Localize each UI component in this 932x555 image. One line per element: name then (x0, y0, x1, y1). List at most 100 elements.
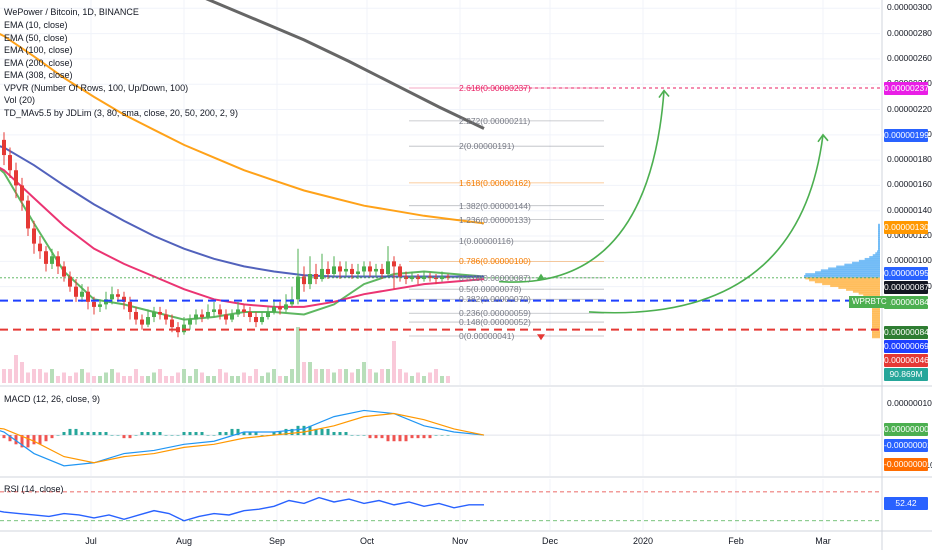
time-axis-tick: Nov (451, 536, 469, 546)
candle-body (230, 314, 234, 320)
candle-body (260, 317, 264, 323)
macd-histogram-bar (116, 435, 120, 436)
price-axis-tick: 0.00000160 (887, 179, 932, 190)
candle-body (392, 261, 396, 267)
vpvr-bar (877, 250, 880, 253)
volume-bar (188, 376, 192, 383)
candle-body (128, 301, 132, 312)
volume-bar (152, 372, 156, 383)
vpvr-bar (878, 242, 880, 246)
candle-body (248, 311, 252, 318)
vpvr-bar (815, 271, 880, 274)
macd-histogram-bar (212, 435, 216, 436)
projection-arrowhead (658, 89, 670, 98)
macd-histogram-bar (152, 432, 156, 436)
macd-value-badge: 0.00000000 (884, 423, 929, 437)
candle-body (146, 317, 150, 325)
macd-histogram-bar (290, 428, 294, 436)
macd-histogram-bar (332, 432, 336, 436)
macd-histogram-bar (170, 435, 174, 436)
vpvr-bar (875, 252, 880, 255)
price-badge: 0.00000199 (884, 129, 929, 142)
candle-body (194, 314, 198, 320)
vpvr-bar (814, 280, 880, 284)
volume-bar (110, 369, 114, 383)
macd-histogram-bar (194, 432, 198, 436)
macd-histogram-bar (272, 432, 276, 436)
candle-body (272, 306, 276, 312)
candle-body (308, 274, 312, 285)
time-axis-tick: 2020 (632, 536, 654, 546)
ema-line (0, 166, 485, 308)
fib-level-label: 0.618(0.00000087) (459, 272, 531, 283)
candle-body (92, 301, 96, 307)
candle-body (398, 266, 402, 277)
volume-bar (236, 376, 240, 383)
candle-body (122, 296, 126, 302)
macd-histogram-bar (236, 428, 240, 436)
candle-body (164, 314, 168, 320)
volume-bar (410, 376, 414, 383)
volume-bar (128, 376, 132, 383)
volume-bar (260, 376, 264, 383)
macd-histogram-bar (296, 425, 300, 436)
candle-body (212, 309, 216, 312)
volume-bar (386, 369, 390, 383)
candle-body (326, 268, 330, 274)
candle-body (374, 268, 378, 272)
candle-body (302, 276, 306, 285)
price-badge: 90.869M (884, 368, 928, 381)
legend-entry: EMA (200, close) (4, 57, 73, 68)
vpvr-bar (878, 225, 880, 229)
candle-body (266, 311, 270, 318)
rsi-title: RSI (14, close) (4, 484, 64, 494)
volume-bar (122, 376, 126, 383)
candle-body (26, 200, 30, 229)
volume-bar (116, 372, 120, 383)
macd-signal-line (0, 412, 485, 464)
candle-body (440, 276, 444, 280)
macd-histogram-bar (416, 435, 420, 439)
volume-bar (194, 369, 198, 383)
vpvr-bar (878, 227, 880, 231)
projection-arrow (498, 90, 665, 283)
volume-bar (14, 355, 18, 383)
macd-histogram-bar (74, 428, 78, 436)
time-axis-tick: Dec (541, 536, 559, 546)
vpvr-bar (872, 331, 880, 335)
volume-bar (416, 372, 420, 383)
macd-histogram-bar (8, 435, 12, 442)
volume-layer (2, 327, 450, 383)
volume-bar (278, 376, 282, 383)
macd-histogram-bar (20, 435, 24, 448)
rsi-layer (0, 491, 880, 522)
candle-body (332, 266, 336, 274)
candle-body (2, 139, 6, 156)
rsi-line (0, 496, 484, 522)
macd-histogram-bar (128, 435, 132, 439)
candle-body (380, 268, 384, 274)
candle-body (284, 304, 288, 310)
candles-layer (2, 132, 450, 338)
macd-histogram-bar (356, 435, 360, 436)
macd-histogram-bar (428, 435, 432, 439)
price-badge: 0.00000046 (884, 354, 929, 367)
candle-body (320, 268, 324, 280)
macd-histogram-bar (218, 432, 222, 436)
vpvr-bar (872, 335, 880, 339)
vpvr-bar (820, 269, 880, 272)
macd-histogram-bar (368, 435, 372, 439)
vpvr-bar (858, 292, 880, 295)
macd-histogram-bar (404, 435, 408, 442)
volume-bar (266, 372, 270, 383)
macd-histogram-bar (284, 428, 288, 436)
macd-histogram-bar (254, 432, 258, 436)
volume-bar (254, 369, 258, 383)
macd-histogram-bar (242, 432, 246, 436)
macd-histogram-bar (200, 432, 204, 436)
arrows-layer (498, 89, 829, 341)
vpvr-bar (872, 320, 880, 324)
volume-bar (272, 369, 276, 383)
volume-bar (176, 372, 180, 383)
